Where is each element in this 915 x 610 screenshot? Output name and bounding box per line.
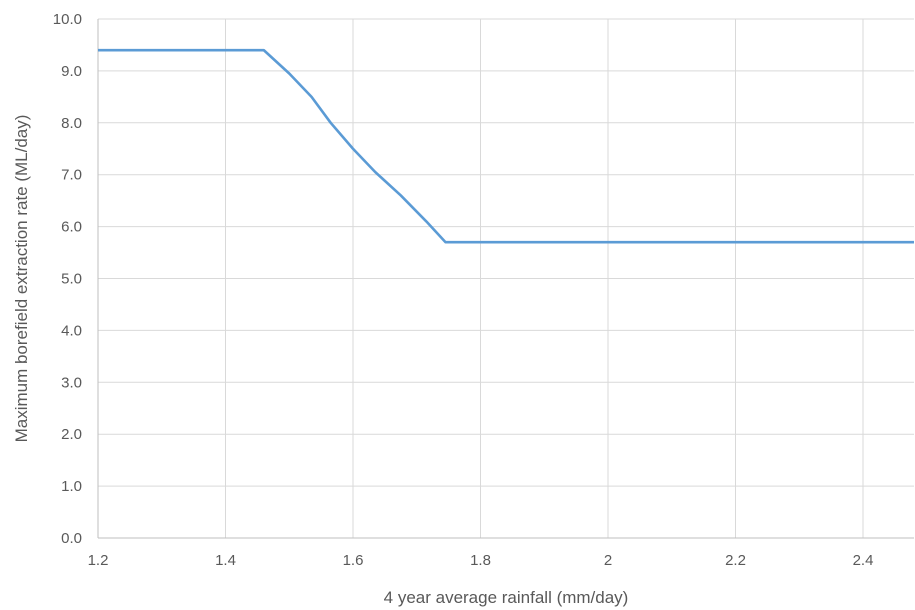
tick-labels: 0.0 1.0 2.0 3.0 4.0 5.0 6.0 7.0 8.0 9.0 10.0 1.2 1.4…	[53, 11, 874, 569]
series-line	[98, 48, 914, 244]
x-tick-label: 2	[604, 552, 612, 569]
axes	[97, 19, 914, 539]
x-tick-label: 2.2	[725, 552, 746, 569]
y-tick-label: 10.0	[53, 11, 82, 28]
gridlines	[98, 18, 914, 538]
x-tick-label: 1.4	[215, 552, 236, 569]
y-tick-label: 4.0	[61, 322, 82, 339]
y-tick-label: 8.0	[61, 115, 82, 132]
series-layer	[98, 48, 914, 244]
y-tick-label: 5.0	[61, 271, 82, 288]
x-axis-title: 4 year average rainfall (mm/day)	[384, 588, 629, 607]
y-tick-label: 6.0	[61, 219, 82, 236]
y-tick-label: 3.0	[61, 374, 82, 391]
y-tick-label: 7.0	[61, 167, 82, 184]
x-tick-label: 1.2	[88, 552, 109, 569]
y-tick-label: 2.0	[61, 426, 82, 443]
y-axis-title: Maximum borefield extraction rate (ML/da…	[12, 115, 31, 443]
y-tick-label: 9.0	[61, 63, 82, 80]
x-tick-label: 2.4	[853, 552, 874, 569]
y-tick-label: 1.0	[61, 478, 82, 495]
x-tick-label: 1.6	[343, 552, 364, 569]
x-tick-label: 1.8	[470, 552, 491, 569]
y-tick-label: 0.0	[61, 530, 82, 547]
